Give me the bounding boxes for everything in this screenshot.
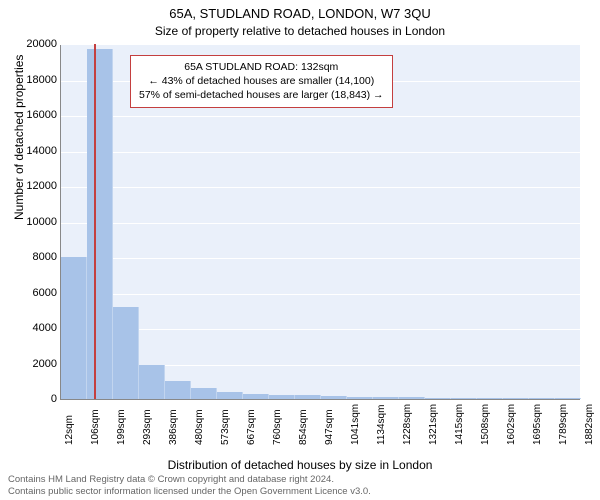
- chart-subtitle: Size of property relative to detached ho…: [0, 24, 600, 38]
- x-tick-label: 1228sqm: [402, 404, 413, 445]
- grid-line: [61, 152, 580, 153]
- histogram-bar: [217, 392, 243, 399]
- x-tick-label: 1695sqm: [532, 404, 543, 445]
- x-tick-label: 573sqm: [220, 409, 231, 445]
- histogram-bar: [113, 307, 139, 399]
- chart-title: 65A, STUDLAND ROAD, LONDON, W7 3QU: [0, 6, 600, 21]
- grid-line: [61, 294, 580, 295]
- x-axis-label: Distribution of detached houses by size …: [0, 458, 600, 472]
- annotation-box: 65A STUDLAND ROAD: 132sqm ← 43% of detac…: [130, 55, 393, 108]
- histogram-bar: [321, 396, 347, 399]
- x-tick-label: 1882sqm: [584, 404, 595, 445]
- y-tick-label: 6000: [21, 287, 57, 299]
- histogram-bar: [529, 398, 555, 399]
- x-tick-label: 199sqm: [116, 409, 127, 445]
- histogram-bar: [373, 397, 399, 399]
- annotation-line-3: 57% of semi-detached houses are larger (…: [139, 88, 384, 102]
- x-tick-label: 293sqm: [142, 409, 153, 445]
- histogram-bar: [425, 398, 451, 399]
- y-tick-label: 20000: [21, 38, 57, 50]
- y-tick-label: 2000: [21, 358, 57, 370]
- histogram-bar: [87, 49, 113, 399]
- footer-line-2: Contains public sector information licen…: [8, 486, 371, 498]
- histogram-bar: [347, 397, 373, 399]
- property-marker-line: [94, 44, 96, 399]
- footer-line-1: Contains HM Land Registry data © Crown c…: [8, 474, 371, 486]
- histogram-bar: [61, 257, 87, 399]
- x-tick-label: 760sqm: [272, 409, 283, 445]
- histogram-bar: [295, 395, 321, 399]
- chart-container: 65A, STUDLAND ROAD, LONDON, W7 3QU Size …: [0, 0, 600, 500]
- x-tick-label: 386sqm: [168, 409, 179, 445]
- x-tick-label: 667sqm: [246, 409, 257, 445]
- x-tick-label: 947sqm: [324, 409, 335, 445]
- y-tick-label: 18000: [21, 74, 57, 86]
- y-tick-label: 12000: [21, 180, 57, 192]
- x-tick-label: 1789sqm: [558, 404, 569, 445]
- y-tick-label: 10000: [21, 216, 57, 228]
- x-tick-label: 480sqm: [194, 409, 205, 445]
- histogram-bar: [243, 394, 269, 399]
- histogram-bar: [503, 398, 529, 399]
- x-tick-label: 854sqm: [298, 409, 309, 445]
- histogram-bar: [269, 395, 295, 399]
- footer-text: Contains HM Land Registry data © Crown c…: [8, 474, 371, 498]
- histogram-bar: [165, 381, 191, 399]
- x-tick-label: 1041sqm: [350, 404, 361, 445]
- x-tick-label: 1134sqm: [376, 405, 387, 445]
- grid-line: [61, 258, 580, 259]
- x-tick-label: 12sqm: [64, 415, 75, 445]
- grid-line: [61, 223, 580, 224]
- histogram-bar: [477, 398, 503, 399]
- y-tick-label: 8000: [21, 251, 57, 263]
- x-tick-label: 1508sqm: [480, 404, 491, 445]
- x-tick-label: 1602sqm: [506, 404, 517, 445]
- x-tick-label: 1415sqm: [454, 404, 465, 445]
- y-tick-label: 14000: [21, 145, 57, 157]
- y-tick-label: 4000: [21, 322, 57, 334]
- x-tick-label: 1321sqm: [428, 404, 439, 445]
- histogram-bar: [451, 398, 477, 399]
- histogram-bar: [139, 365, 165, 399]
- y-tick-label: 0: [21, 393, 57, 405]
- histogram-bar: [191, 388, 217, 399]
- annotation-line-2: ← 43% of detached houses are smaller (14…: [139, 74, 384, 88]
- grid-line: [61, 187, 580, 188]
- histogram-bar: [399, 397, 425, 399]
- x-tick-label: 106sqm: [90, 409, 101, 445]
- grid-line: [61, 116, 580, 117]
- histogram-bar: [555, 398, 581, 399]
- y-tick-label: 16000: [21, 109, 57, 121]
- annotation-line-1: 65A STUDLAND ROAD: 132sqm: [139, 60, 384, 74]
